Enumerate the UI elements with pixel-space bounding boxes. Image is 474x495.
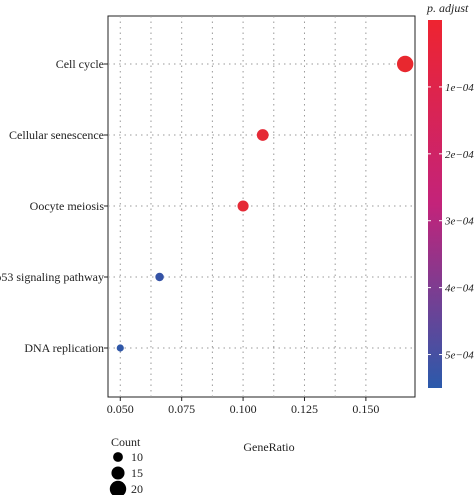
panel-border <box>107 15 416 398</box>
x-axis-label: GeneRatio <box>243 440 294 454</box>
data-point <box>237 200 249 212</box>
y-tick-label: p53 signaling pathway <box>0 270 104 284</box>
y-axis: Cell cycle Cellular senescence Oocyte meio… <box>0 57 108 355</box>
colorbar-title: p. adjust <box>426 1 469 15</box>
data-point <box>396 55 414 73</box>
p-adjust-colorbar: p. adjust 1e−04 2e−04 3e−04 4e−04 5e−04 <box>426 1 474 388</box>
y-tick-label: Oocyte meiosis <box>30 199 105 213</box>
colorbar-bar <box>428 20 442 388</box>
colorbar-tick-label: 3e−04 <box>444 216 474 228</box>
x-axis: 0.050 0.075 0.100 0.125 0.150 <box>107 397 379 416</box>
x-tick-label: 0.050 <box>107 402 134 416</box>
colorbar-tick-label: 2e−04 <box>445 149 474 161</box>
y-tick-label: Cell cycle <box>56 57 104 71</box>
data-point <box>155 272 164 282</box>
colorbar-tick-label: 1e−04 <box>445 82 474 94</box>
x-tick-label: 0.075 <box>168 402 195 416</box>
size-legend-label: 15 <box>131 466 143 480</box>
y-tick-label: DNA replication <box>24 341 104 355</box>
x-tick-label: 0.150 <box>352 402 379 416</box>
size-legend-dot <box>111 466 125 480</box>
x-tick-label: 0.125 <box>291 402 318 416</box>
colorbar-tick-label: 4e−04 <box>445 283 474 295</box>
size-legend-label: 20 <box>131 482 143 495</box>
data-point <box>256 129 269 141</box>
size-legend-title: Count <box>111 435 141 449</box>
data-points <box>116 55 414 352</box>
colorbar-tick-label: 5e−04 <box>445 350 474 362</box>
size-legend-label: 10 <box>131 450 143 464</box>
size-legend-dot <box>113 452 123 462</box>
y-tick-label: Cellular senescence <box>9 128 104 142</box>
plot-panel <box>107 15 416 398</box>
x-tick-label: 0.100 <box>230 402 257 416</box>
size-legend-dot <box>109 480 127 495</box>
data-point <box>116 344 124 352</box>
